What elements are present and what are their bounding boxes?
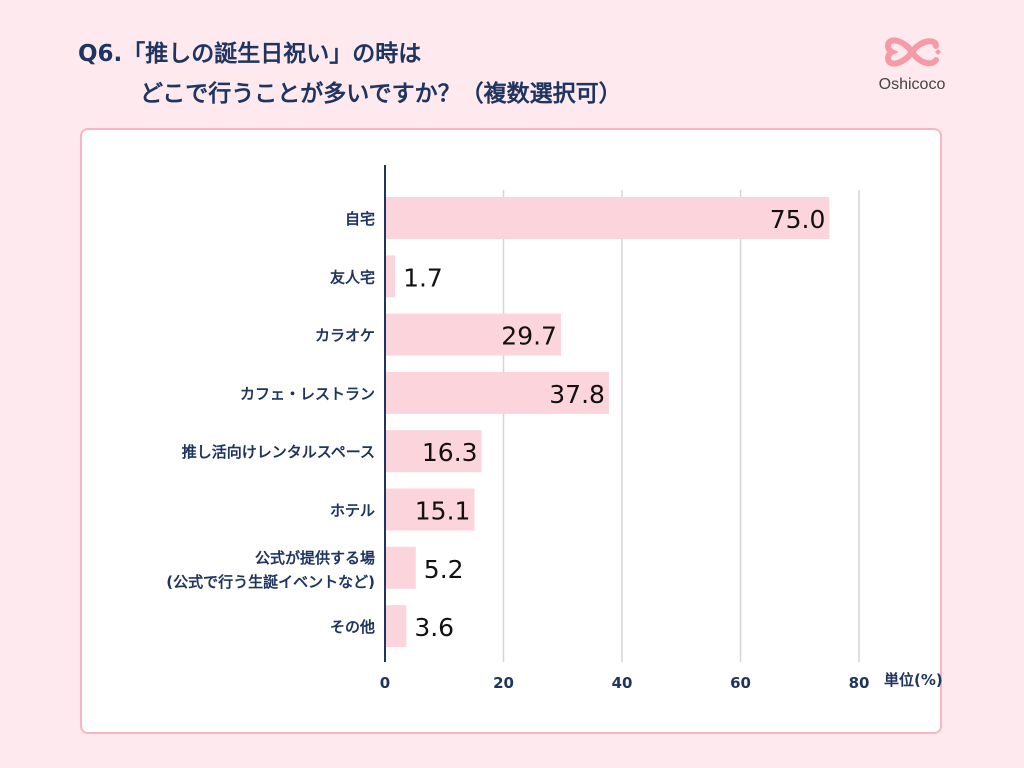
bar (385, 371, 609, 414)
category-label: ホテル (330, 502, 375, 520)
bar (385, 197, 830, 239)
category-label: 推し活向けレンタルスペース (182, 443, 375, 461)
x-tick-label: 80 (849, 674, 870, 692)
category-label: その他 (330, 618, 375, 636)
value-label: 16.3 (422, 438, 478, 467)
unit-label: 単位(%) (884, 671, 943, 689)
category-label: (公式で行う生誕イベントなど) (166, 573, 375, 591)
chart-title: Q6.「推しの誕生日祝い」の時は どこで行うことが多いですか？（複数選択可） (78, 34, 622, 114)
value-label: 15.1 (415, 497, 471, 526)
logo-mark-icon (884, 37, 941, 67)
value-label: 37.8 (549, 380, 605, 409)
bar (385, 488, 475, 531)
x-tick-label: 60 (730, 674, 751, 692)
x-tick-label: 0 (380, 674, 390, 692)
bar (385, 546, 416, 589)
category-label: カラオケ (315, 327, 375, 345)
value-label: 3.6 (414, 613, 454, 642)
category-label: 自宅 (345, 210, 375, 228)
bar (385, 605, 407, 648)
x-tick-label: 40 (612, 674, 633, 692)
bar (385, 255, 396, 298)
value-label: 5.2 (424, 555, 464, 584)
x-tick-label: 20 (493, 674, 514, 692)
category-label: 友人宅 (330, 268, 375, 286)
value-label: 75.0 (770, 205, 826, 234)
logo-text: Oshicoco (878, 76, 946, 93)
category-label: カフェ・レストラン (240, 385, 375, 403)
value-label: 1.7 (403, 263, 443, 292)
oshicoco-logo: Oshicoco (872, 34, 952, 94)
title-line-1: Q6.「推しの誕生日祝い」の時は (78, 41, 422, 67)
category-label: 公式が提供する場 (255, 549, 375, 567)
value-label: 29.7 (501, 322, 557, 351)
bar (385, 430, 482, 473)
bar (385, 313, 561, 356)
title-line-2: どこで行うことが多いですか？（複数選択可） (140, 81, 622, 107)
